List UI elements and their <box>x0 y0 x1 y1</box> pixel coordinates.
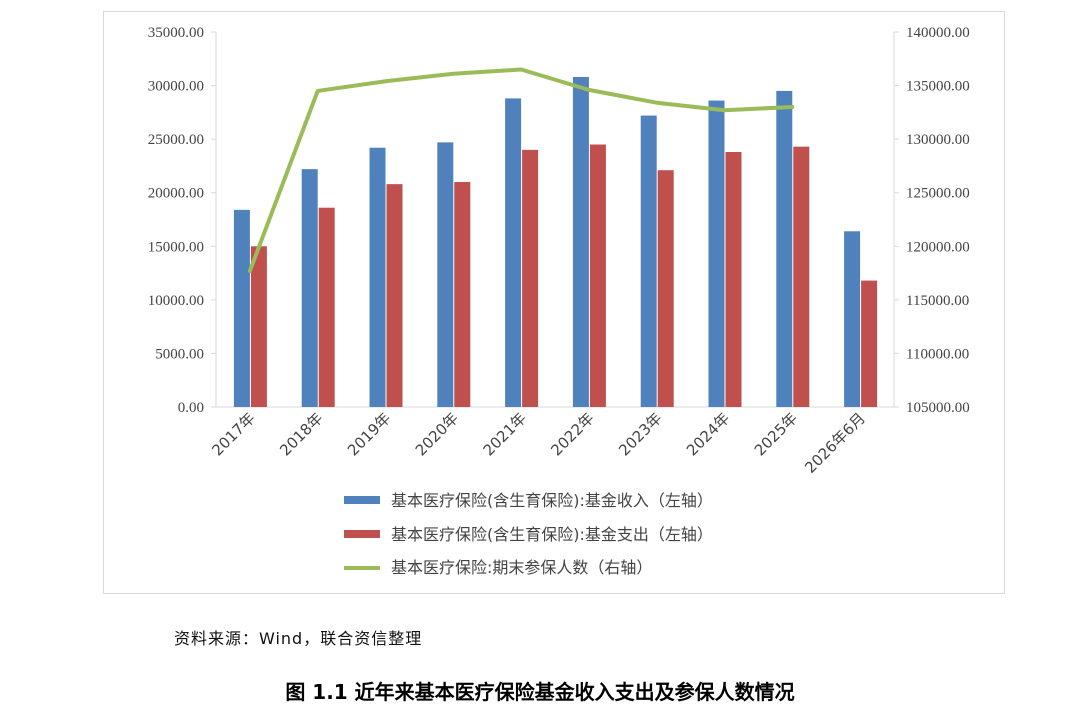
bar-income <box>572 77 589 407</box>
right-tick-label: 110000.00 <box>906 346 969 362</box>
legend-label-insured: 基本医疗保险:期末参保人数（右轴） <box>391 558 652 577</box>
bar-expense <box>522 149 539 407</box>
right-tick-label: 140000.00 <box>906 25 970 41</box>
x-tick-label: 2023年 <box>615 409 665 459</box>
bar-income <box>437 142 454 407</box>
bar-income <box>505 98 522 407</box>
left-tick-label: 15000.00 <box>148 239 204 255</box>
legend-swatch-expense <box>344 530 380 538</box>
bar-income <box>233 209 250 407</box>
right-tick-label: 120000.00 <box>906 239 970 255</box>
bar-expense <box>318 207 335 407</box>
source-note: 资料来源：Wind，联合资信整理 <box>174 629 423 648</box>
left-tick-label: 0.00 <box>178 400 204 416</box>
bar-income <box>369 147 386 407</box>
line-insured <box>247 67 795 273</box>
bar-income <box>301 169 318 407</box>
left-tick-label: 30000.00 <box>148 79 204 95</box>
right-tick-label: 130000.00 <box>906 132 970 148</box>
left-tick-label: 20000.00 <box>148 186 204 202</box>
left-tick-label: 10000.00 <box>148 293 204 309</box>
chart-svg: 0.00 5000.00 10000.00 15000.00 20000.00 25000… <box>148 25 970 577</box>
x-tick-label: 2017年 <box>208 409 258 459</box>
x-tick-label: 2019年 <box>344 409 394 459</box>
bar-income <box>640 115 657 408</box>
bar-expense <box>589 144 606 407</box>
x-tick-label: 2024年 <box>683 409 733 459</box>
legend-label-expense: 基本医疗保险(含生育保险):基金支出（左轴） <box>391 525 713 544</box>
legend-swatch-income <box>344 496 380 504</box>
bar-expense <box>386 184 403 407</box>
x-tick-label: 2022年 <box>547 409 597 459</box>
x-tick-label: 2026年6月 <box>801 409 869 477</box>
figure-caption: 图 1.1 近年来基本医疗保险基金收入支出及参保人数情况 <box>285 680 795 704</box>
x-tick-label: 2025年 <box>751 409 801 459</box>
bar-expense <box>725 152 742 407</box>
x-tick-label: 2018年 <box>276 409 326 459</box>
legend: 基本医疗保险(含生育保险):基金收入（左轴） 基本医疗保险(含生育保险):基金支… <box>344 491 713 577</box>
right-tick-label: 125000.00 <box>906 186 970 202</box>
legend-label-income: 基本医疗保险(含生育保险):基金收入（左轴） <box>391 491 713 510</box>
chart-frame: 0.00 5000.00 10000.00 15000.00 20000.00 25000… <box>103 11 1005 594</box>
bar-expense <box>861 280 878 407</box>
line-layer <box>247 67 795 273</box>
bar-income <box>844 231 861 407</box>
left-tick-label: 5000.00 <box>155 346 204 362</box>
bar-income <box>776 90 793 407</box>
bar-expense <box>250 246 267 407</box>
right-tick-label: 105000.00 <box>906 400 970 416</box>
x-tick-label: 2021年 <box>480 409 530 459</box>
bar-income <box>708 100 725 408</box>
bars-layer <box>233 77 878 408</box>
bar-expense <box>454 182 471 407</box>
left-tick-label: 35000.00 <box>148 25 204 41</box>
right-tick-label: 135000.00 <box>906 79 970 95</box>
bar-expense <box>793 146 810 407</box>
x-tick-label: 2020年 <box>412 409 462 459</box>
bar-expense <box>657 170 674 407</box>
right-tick-label: 115000.00 <box>906 293 969 309</box>
left-tick-label: 25000.00 <box>148 132 204 148</box>
